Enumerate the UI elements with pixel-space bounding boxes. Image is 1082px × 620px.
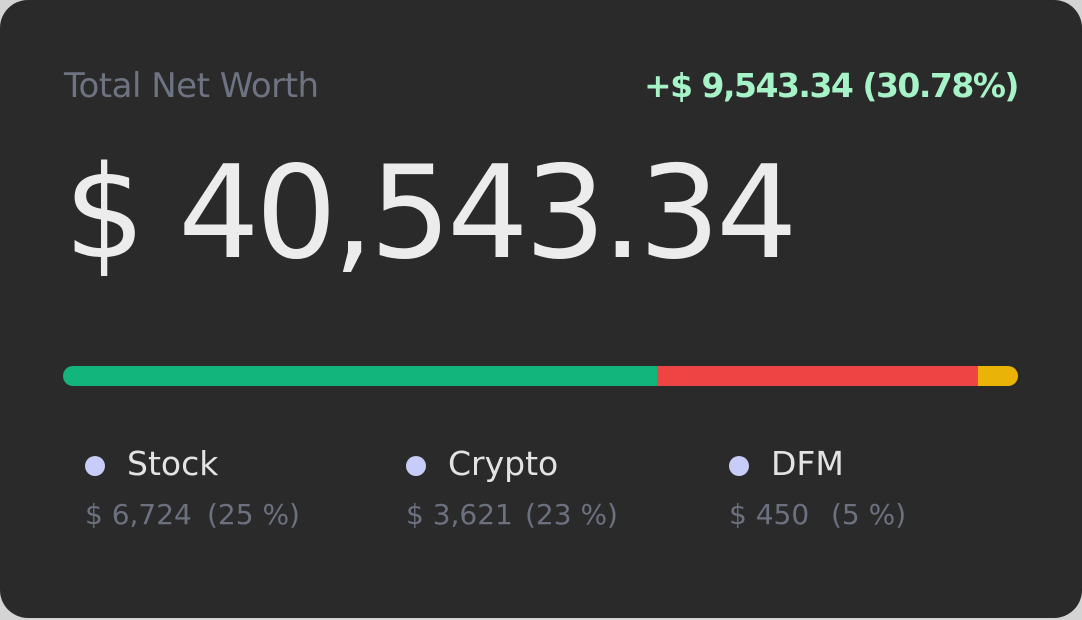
legend-percent: (23 %) [525,498,618,531]
legend-name: Stock [127,444,219,483]
legend-percent: (5 %) [831,498,907,531]
legend-dot-icon [85,456,105,476]
legend-dot-icon [406,456,426,476]
legend-dot-icon [729,456,749,476]
allocation-segment-stock [63,366,657,386]
allocation-segment-crypto [657,366,978,386]
legend-name: DFM [771,444,844,483]
legend-name: Crypto [448,444,559,483]
net-worth-value: $ 40,543.34 [64,139,798,288]
allocation-segment-dfm [977,366,1018,386]
legend-amount: $ 3,621 [406,498,513,531]
legend-percent: (25 %) [207,498,300,531]
card-title: Total Net Worth [64,66,319,106]
net-worth-change: +$ 9,543.34 (30.78%) [643,66,1020,105]
legend-amount: $ 6,724 [85,498,192,531]
legend-amount: $ 450 [729,498,810,531]
allocation-bar [63,366,1018,386]
